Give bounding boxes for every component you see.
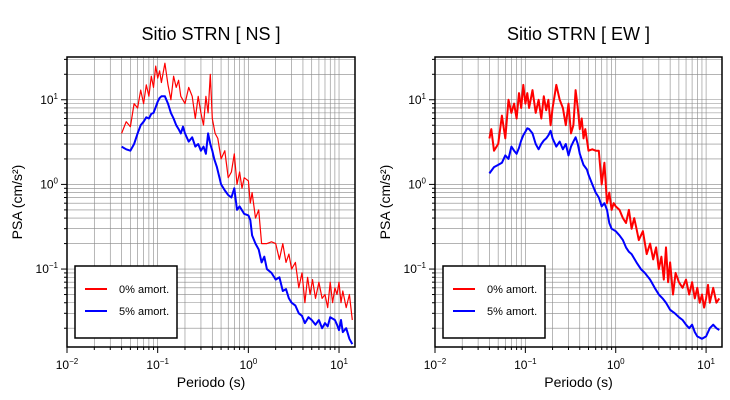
x-tick-label: 100 — [607, 357, 625, 372]
tick-marks — [429, 58, 707, 353]
y-tick-label: 100 — [408, 176, 426, 191]
y-tick-exp: 1 — [54, 92, 59, 101]
series-line-five-damping — [488, 127, 720, 340]
x-tick-base: 10 — [146, 358, 160, 372]
x-axis-label: Periodo (s) — [544, 374, 612, 390]
tick-marks — [61, 58, 340, 353]
legend-box — [74, 265, 178, 339]
legend-label: 5% amort. — [119, 306, 169, 318]
x-tick-label: 101 — [330, 357, 348, 372]
x-tick-exp: −1 — [160, 357, 170, 366]
plot-frame — [66, 56, 356, 348]
x-axis-label: Periodo (s) — [177, 374, 245, 390]
x-tick-label: 10−2 — [424, 357, 447, 372]
x-tick-label: 101 — [697, 357, 715, 372]
y-tick-base: 10 — [408, 177, 422, 191]
plot-area — [488, 83, 721, 340]
legend-label: 0% amort. — [119, 284, 169, 296]
y-axis-label: PSA (cm/s²) — [9, 165, 25, 240]
y-tick-base: 10 — [40, 177, 54, 191]
series-line-zero-damping — [488, 83, 721, 309]
plot-area — [121, 62, 354, 345]
legend: 0% amort. 5% amort. — [442, 265, 546, 339]
y-tick-label: 101 — [408, 92, 426, 107]
y-axis-label: PSA (cm/s²) — [377, 165, 393, 240]
x-tick-label: 10−2 — [56, 357, 79, 372]
legend-label: 0% amort. — [487, 284, 537, 296]
y-tick-exp: −1 — [417, 261, 427, 270]
x-tick-exp: 0 — [620, 357, 625, 366]
x-tick-label: 100 — [239, 357, 257, 372]
y-tick-exp: −1 — [49, 261, 59, 270]
chart-title: Sitio STRN [ NS ] — [141, 24, 280, 44]
x-tick-exp: −2 — [69, 357, 79, 366]
y-tick-label: 101 — [40, 92, 58, 107]
x-tick-exp: 1 — [711, 357, 716, 366]
x-tick-exp: 0 — [253, 357, 258, 366]
legend: 0% amort. 5% amort. — [74, 265, 178, 339]
x-tick-exp: 1 — [343, 357, 348, 366]
x-tick-exp: −2 — [437, 357, 447, 366]
legend-label: 5% amort. — [487, 306, 537, 318]
y-tick-exp: 1 — [422, 92, 427, 101]
y-tick-base: 10 — [408, 93, 422, 107]
plot-frame — [434, 56, 723, 348]
x-tick-base: 10 — [514, 358, 528, 372]
chart-title: Sitio STRN [ EW ] — [507, 24, 650, 44]
x-tick-base: 10 — [607, 358, 621, 372]
x-tick-base: 10 — [424, 358, 438, 372]
y-tick-label: 100 — [40, 176, 58, 191]
series-line-zero-damping — [121, 62, 353, 321]
series-line-five-damping — [121, 95, 354, 345]
x-tick-base: 10 — [330, 358, 344, 372]
x-tick-base: 10 — [56, 358, 70, 372]
legend-box — [442, 265, 546, 339]
x-tick-base: 10 — [239, 358, 253, 372]
x-tick-base: 10 — [697, 358, 711, 372]
y-tick-base: 10 — [404, 262, 418, 276]
y-tick-exp: 0 — [422, 176, 427, 185]
y-tick-base: 10 — [36, 262, 50, 276]
y-tick-label: 10−1 — [36, 261, 59, 276]
x-tick-label: 10−1 — [514, 357, 537, 372]
y-tick-base: 10 — [40, 93, 54, 107]
x-tick-exp: −1 — [527, 357, 537, 366]
y-tick-label: 10−1 — [404, 261, 427, 276]
y-tick-exp: 0 — [54, 176, 59, 185]
x-tick-label: 10−1 — [146, 357, 169, 372]
